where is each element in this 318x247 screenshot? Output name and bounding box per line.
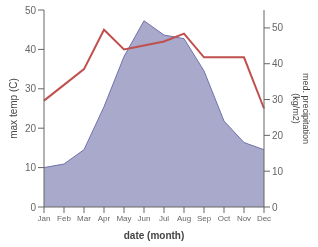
svg-text:Sep: Sep (197, 214, 212, 223)
svg-text:40: 40 (272, 58, 284, 69)
svg-text:Aug: Aug (177, 214, 191, 223)
svg-text:Jan: Jan (38, 214, 51, 223)
svg-text:20: 20 (272, 130, 284, 141)
svg-text:Dec: Dec (257, 214, 271, 223)
svg-text:30: 30 (25, 83, 37, 94)
svg-text:Apr: Apr (98, 214, 111, 223)
svg-text:10: 10 (25, 162, 37, 173)
svg-text:0: 0 (272, 202, 278, 213)
svg-text:0: 0 (30, 202, 36, 213)
svg-text:Mar: Mar (77, 214, 91, 223)
svg-text:med. precipitation(kg/m2): med. precipitation(kg/m2) (291, 73, 310, 144)
svg-text:Jun: Jun (138, 214, 151, 223)
svg-text:50: 50 (25, 5, 37, 16)
svg-text:10: 10 (272, 166, 284, 177)
svg-text:Jul: Jul (159, 214, 169, 223)
svg-text:30: 30 (272, 94, 284, 105)
svg-text:Nov: Nov (237, 214, 251, 223)
svg-text:20: 20 (25, 123, 37, 134)
svg-text:Oct: Oct (218, 214, 231, 223)
svg-text:50: 50 (272, 22, 284, 33)
svg-text:May: May (116, 214, 131, 223)
svg-text:Feb: Feb (57, 214, 71, 223)
svg-text:40: 40 (25, 44, 37, 55)
svg-text:max temp (C): max temp (C) (8, 78, 19, 139)
svg-text:date (month): date (month) (124, 230, 185, 241)
